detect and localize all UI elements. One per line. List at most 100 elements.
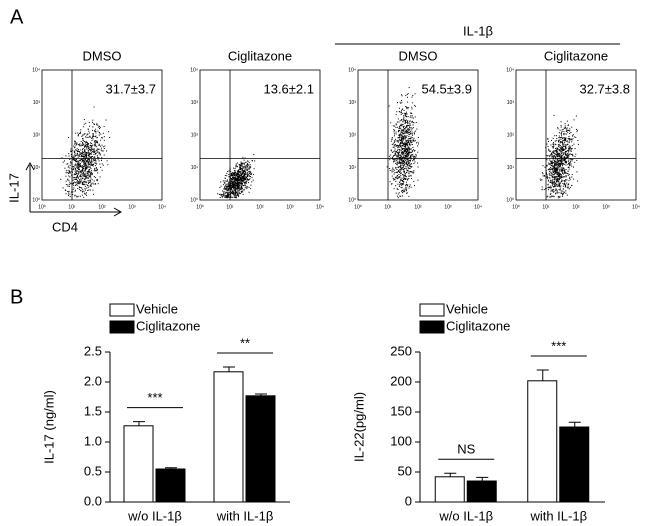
event-dot	[235, 184, 237, 186]
event-dot	[564, 141, 566, 143]
event-dot	[101, 157, 103, 159]
event-dot	[242, 185, 244, 187]
event-dot	[233, 186, 235, 188]
event-dot	[399, 168, 401, 170]
event-dot	[78, 168, 80, 170]
event-dot	[239, 176, 241, 178]
event-dot	[91, 173, 93, 175]
event-dot	[549, 169, 551, 171]
event-dot	[407, 128, 409, 130]
event-dot	[410, 166, 412, 168]
event-dot	[254, 160, 256, 162]
event-dot	[543, 175, 545, 177]
flow-y-tick-label: 10²	[507, 132, 515, 138]
event-dot	[404, 141, 406, 143]
event-dot	[76, 172, 78, 174]
event-dot	[399, 150, 401, 152]
event-dot	[546, 174, 548, 176]
event-dot	[405, 145, 407, 147]
event-dot	[551, 163, 553, 165]
event-dot	[399, 184, 401, 186]
event-dot	[404, 143, 406, 145]
event-dot	[87, 180, 89, 182]
event-dot	[550, 172, 552, 174]
event-dot	[552, 162, 554, 164]
event-dot	[406, 170, 408, 172]
event-dot	[569, 177, 571, 179]
event-dot	[562, 191, 564, 193]
event-dot	[83, 159, 85, 161]
event-dot	[249, 178, 251, 180]
event-dot	[91, 179, 93, 181]
event-dot	[574, 136, 576, 138]
event-dot	[240, 185, 242, 187]
event-dot	[403, 144, 405, 146]
bar	[245, 395, 276, 503]
event-dot	[551, 180, 553, 182]
event-dot	[562, 159, 564, 161]
event-dot	[410, 155, 412, 157]
event-dot	[77, 177, 79, 179]
event-dot	[90, 153, 92, 155]
event-dot	[238, 188, 240, 190]
event-dot	[409, 127, 411, 129]
event-dot	[244, 178, 246, 180]
event-dot	[552, 176, 554, 178]
event-dot	[238, 187, 240, 189]
event-dot	[396, 158, 398, 160]
event-dot	[401, 95, 403, 97]
event-dot	[570, 150, 572, 152]
event-dot	[75, 158, 77, 160]
event-dot	[84, 169, 86, 171]
event-dot	[552, 171, 554, 173]
event-dot	[230, 175, 232, 177]
event-dot	[569, 128, 571, 130]
flow-x-tick-label: 10¹	[226, 204, 234, 210]
event-dot	[407, 167, 409, 169]
event-dot	[235, 188, 237, 190]
event-dot	[75, 149, 77, 151]
event-dot	[391, 137, 393, 139]
event-dot	[410, 141, 412, 143]
event-dot	[407, 107, 409, 109]
event-dot	[570, 153, 572, 155]
event-dot	[403, 159, 405, 161]
event-dot	[223, 192, 225, 194]
event-dot	[558, 139, 560, 141]
event-dot	[398, 153, 400, 155]
event-dot	[556, 167, 558, 169]
event-dot	[566, 144, 568, 146]
event-dot	[89, 161, 91, 163]
event-dot	[249, 167, 251, 169]
event-dot	[571, 126, 573, 128]
flow-y-tick-label: 10⁴	[190, 67, 198, 73]
event-dot	[231, 178, 233, 180]
event-dot	[570, 138, 572, 140]
event-dot	[79, 145, 81, 147]
event-dot	[91, 142, 93, 144]
event-dot	[69, 184, 71, 186]
event-dot	[412, 146, 414, 148]
event-dot	[95, 150, 97, 152]
event-dot	[403, 188, 405, 190]
event-dot	[228, 192, 230, 194]
event-dot	[569, 145, 571, 147]
event-dot	[396, 145, 398, 147]
event-dot	[399, 171, 401, 173]
event-dot	[248, 173, 250, 175]
event-dot	[236, 175, 238, 177]
event-dot	[85, 155, 87, 157]
legend-label: Ciglitazone	[446, 318, 510, 333]
event-dot	[240, 191, 242, 193]
event-dot	[564, 137, 566, 139]
event-dot	[89, 171, 91, 173]
event-dot	[399, 140, 401, 142]
event-dot	[89, 169, 91, 171]
event-dot	[67, 195, 69, 197]
flow-y-tick-label: 10²	[33, 132, 41, 138]
event-dot	[83, 150, 85, 152]
event-dot	[414, 156, 416, 158]
flow-x-tick-label: 10⁰	[38, 204, 46, 210]
event-dot	[408, 173, 410, 175]
event-dot	[402, 137, 404, 139]
